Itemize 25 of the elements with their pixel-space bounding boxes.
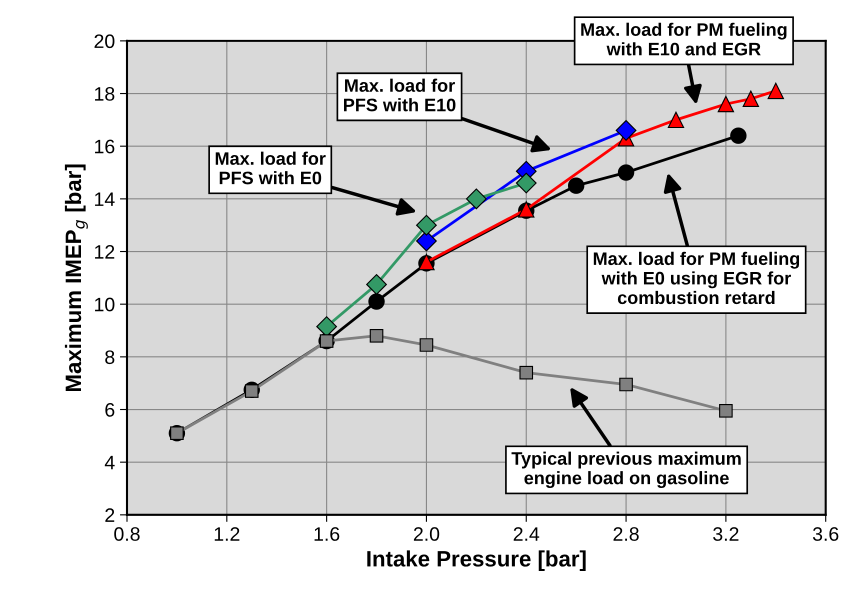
annotation: Typical previous maximum engine load on gasoline [512, 452, 741, 488]
y-tick-label: 16 [95, 140, 114, 154]
y-tick-label: 8 [105, 350, 114, 364]
x-tick-label: 3.6 [812, 527, 838, 541]
x-tick-label: 2.8 [614, 527, 639, 541]
y-tick-label: 2 [105, 508, 114, 522]
x-tick-label: 1.6 [314, 527, 340, 541]
x-tick-label: 2.0 [414, 527, 440, 541]
y-tick-label: 12 [95, 244, 114, 259]
x-tick-label: 2.4 [514, 527, 540, 541]
y-tick-label: 4 [104, 456, 115, 470]
annotation: Max. load for PM fueling with E0 using EGR for combustion retard [594, 252, 800, 304]
x-tick-label: 0.8 [114, 527, 140, 541]
x-tick-label: 3.2 [713, 527, 738, 541]
y-tick-label: 10 [95, 298, 114, 312]
x-tick-label: 1.2 [214, 527, 240, 541]
annotation: Max. load for PFS with E10 [344, 78, 456, 112]
y-tick-label: 6 [105, 402, 114, 417]
y-tick-label: 14 [95, 192, 115, 206]
annotation: Max. load for PM fueling with E10 and EGR [581, 22, 786, 56]
annotation: Max. load for PFS with E0 [216, 152, 326, 184]
y-tick-label: 20 [94, 34, 114, 48]
y-tick-label: 18 [95, 87, 114, 101]
y-axis-title: Maximum IMEP$_{g}$ [bar] [64, 164, 88, 392]
x-axis-title: Intake Pressure [bar] [367, 550, 586, 572]
